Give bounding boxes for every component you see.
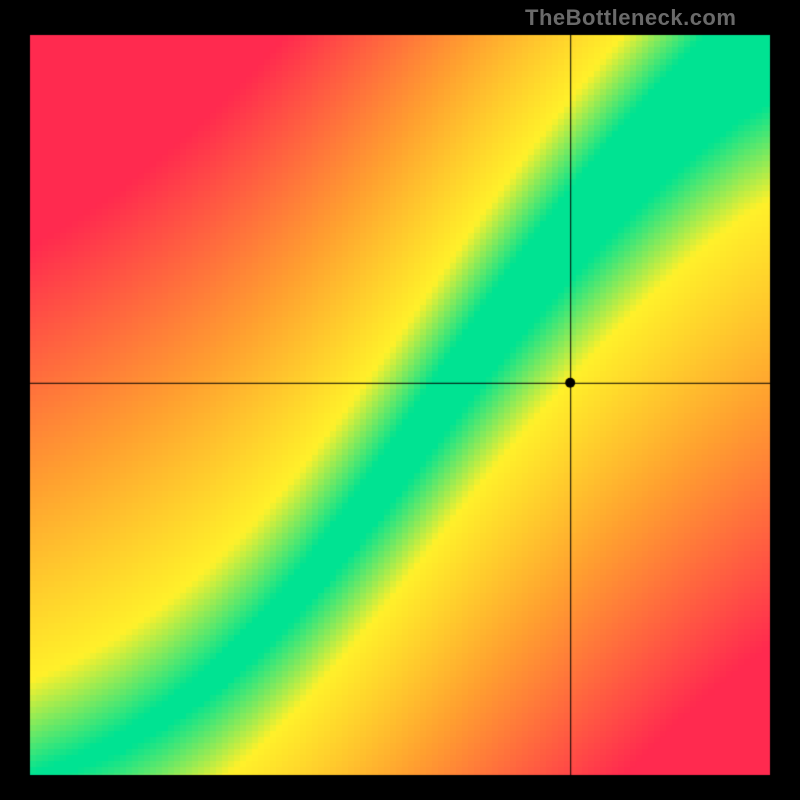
bottleneck-heatmap — [0, 0, 800, 800]
chart-container: TheBottleneck.com — [0, 0, 800, 800]
watermark-text: TheBottleneck.com — [525, 5, 736, 31]
